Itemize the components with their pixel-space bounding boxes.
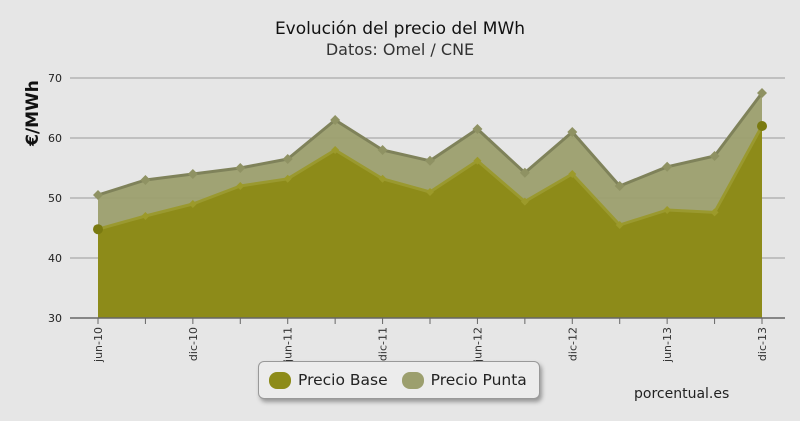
legend-swatch-base xyxy=(269,371,291,389)
data-point-punta xyxy=(93,190,103,200)
area-layer xyxy=(97,92,764,318)
x-tick-label: jun-13 xyxy=(661,327,674,363)
data-point-base xyxy=(378,174,387,183)
data-point-base xyxy=(710,208,719,217)
y-axis-label: €/MWh xyxy=(23,80,43,147)
data-point-base xyxy=(473,156,482,165)
data-point-punta xyxy=(425,155,435,166)
x-tick-label: dic-11 xyxy=(377,327,390,361)
data-point-punta xyxy=(519,167,530,178)
x-tick-label: jun-10 xyxy=(92,327,105,363)
axis-layer: 30 40 50 60 70 jun-10 dic-10 jun-11 dic-11 jun-12… xyxy=(48,72,785,363)
x-tick-label: jun-12 xyxy=(471,327,484,363)
x-tick-label: jun-11 xyxy=(282,327,295,363)
data-point-base xyxy=(331,146,340,154)
data-point-base xyxy=(757,121,767,131)
data-point-base xyxy=(615,221,624,229)
data-point-base xyxy=(520,197,529,206)
data-point-base xyxy=(426,188,434,196)
chart-subtitle: Datos: Omel / CNE xyxy=(325,40,475,59)
data-point-base xyxy=(188,200,197,208)
legend: Precio Base Precio Punta xyxy=(258,361,540,399)
data-point-base xyxy=(236,182,245,190)
data-point-punta xyxy=(282,154,293,164)
data-point-punta xyxy=(187,169,198,179)
data-point-punta xyxy=(662,161,673,172)
y-tick-label: 70 xyxy=(48,72,62,85)
legend-swatch-punta xyxy=(401,371,424,389)
point-layer xyxy=(93,88,767,235)
data-point-base xyxy=(568,170,577,178)
data-point-punta xyxy=(330,115,341,125)
x-tick-label: dic-13 xyxy=(756,327,769,361)
legend-label-base: Precio Base xyxy=(298,371,388,389)
data-point-punta xyxy=(472,124,483,134)
data-point-base xyxy=(283,174,292,183)
data-point-punta xyxy=(567,127,578,137)
legend-item-punta[interactable]: Precio Punta xyxy=(401,371,527,389)
data-point-base xyxy=(141,212,150,220)
y-tick-label: 30 xyxy=(48,312,62,325)
data-point-punta xyxy=(235,163,246,173)
data-point-base xyxy=(663,206,672,214)
chart-title: Evolución del precio del MWh xyxy=(274,19,526,39)
x-tick-label: dic-12 xyxy=(566,327,579,361)
data-point-punta xyxy=(140,175,151,185)
y-tick-label: 50 xyxy=(48,192,62,205)
data-point-base xyxy=(93,224,103,235)
series-area-1 xyxy=(98,126,762,318)
data-point-punta xyxy=(709,151,720,161)
x-tick-label: dic-10 xyxy=(187,327,200,361)
legend-label-punta: Precio Punta xyxy=(430,371,527,389)
credit-text: porcentual.es xyxy=(634,386,730,402)
y-tick-label: 60 xyxy=(48,132,62,145)
data-point-punta xyxy=(614,181,625,191)
data-point-punta xyxy=(757,88,767,98)
legend-item-base[interactable]: Precio Base xyxy=(269,371,388,389)
y-tick-label: 40 xyxy=(48,252,62,265)
data-point-punta xyxy=(377,145,388,155)
